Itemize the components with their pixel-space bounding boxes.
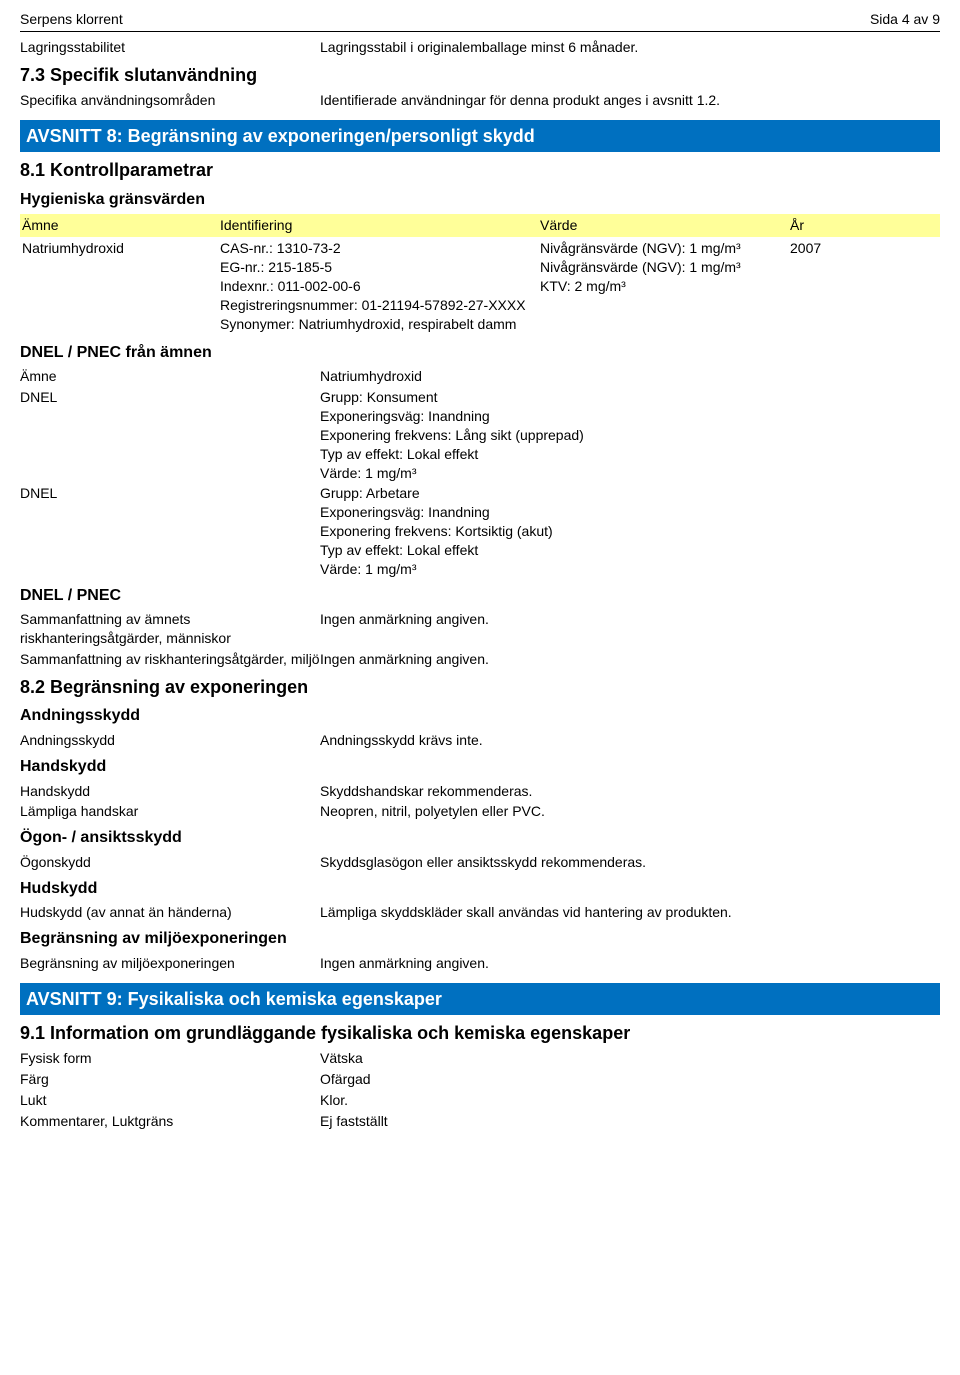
dnel-pnec-row: Sammanfattning av riskhanteringsåtgärder… bbox=[20, 650, 940, 669]
phys-row: Kommentarer, Luktgräns Ej fastställt bbox=[20, 1112, 940, 1131]
ogon-value: Skyddsglasögon eller ansiktsskydd rekomm… bbox=[320, 853, 940, 872]
andning-row: Andningsskydd Andningsskydd krävs inte. bbox=[20, 731, 940, 750]
ogon-label: Ögonskydd bbox=[20, 853, 320, 872]
dnel-pnec-heading: DNEL / PNEC bbox=[20, 585, 940, 607]
dnel-pnec-label: Sammanfattning av riskhanteringsåtgärder… bbox=[20, 650, 320, 669]
th-ident: Identifiering bbox=[220, 216, 540, 235]
hand-label: Handskydd bbox=[20, 782, 320, 801]
hud-label: Hudskydd (av annat än händerna) bbox=[20, 903, 320, 922]
dnel-from-heading: DNEL / PNEC från ämnen bbox=[20, 342, 940, 364]
use-area-value: Identifierade användningar för denna pro… bbox=[320, 91, 940, 110]
th-ar: År bbox=[790, 216, 940, 235]
dnel-label: DNEL bbox=[20, 484, 320, 503]
hud-row: Hudskydd (av annat än händerna) Lämpliga… bbox=[20, 903, 940, 922]
page-number: Sida 4 av 9 bbox=[870, 10, 940, 29]
heading-9-1: 9.1 Information om grundläggande fysikal… bbox=[20, 1021, 940, 1045]
hand-value: Neopren, nitril, polyetylen eller PVC. bbox=[320, 802, 940, 821]
limits-table-header: Ämne Identifiering Värde År bbox=[20, 214, 940, 237]
andning-heading: Andningsskydd bbox=[20, 705, 940, 727]
andning-label: Andningsskydd bbox=[20, 731, 320, 750]
andning-value: Andningsskydd krävs inte. bbox=[320, 731, 940, 750]
dnel-row: DNEL Grupp: Konsument Exponeringsväg: In… bbox=[20, 388, 940, 482]
dnel-value: Grupp: Arbetare Exponeringsväg: Inandnin… bbox=[320, 484, 940, 578]
dnel-label: Ämne bbox=[20, 367, 320, 386]
th-amne: Ämne bbox=[20, 216, 220, 235]
doc-title: Serpens klorrent bbox=[20, 10, 123, 29]
td-varde: Nivågränsvärde (NGV): 1 mg/m³ Nivågränsv… bbox=[540, 239, 790, 296]
section-9-banner: AVSNITT 9: Fysikaliska och kemiska egens… bbox=[20, 983, 940, 1015]
use-area-row: Specifika användningsområden Identifiera… bbox=[20, 91, 940, 110]
phys-label: Färg bbox=[20, 1070, 320, 1089]
dnel-value: Natriumhydroxid bbox=[320, 367, 940, 386]
td-amne: Natriumhydroxid bbox=[20, 239, 220, 258]
phys-label: Fysisk form bbox=[20, 1049, 320, 1068]
storage-value: Lagringsstabil i originalemballage minst… bbox=[320, 38, 940, 57]
dnel-row: Ämne Natriumhydroxid bbox=[20, 367, 940, 386]
hand-row: Lämpliga handskar Neopren, nitril, polye… bbox=[20, 802, 940, 821]
phys-value: Vätska bbox=[320, 1049, 940, 1068]
phys-value: Ofärgad bbox=[320, 1070, 940, 1089]
th-varde: Värde bbox=[540, 216, 790, 235]
dnel-value: Grupp: Konsument Exponeringsväg: Inandni… bbox=[320, 388, 940, 482]
td-ar: 2007 bbox=[790, 239, 940, 258]
heading-8-1: 8.1 Kontrollparametrar bbox=[20, 158, 940, 182]
storage-label: Lagringsstabilitet bbox=[20, 38, 320, 57]
dnel-pnec-label: Sammanfattning av ämnets riskhanteringså… bbox=[20, 610, 320, 648]
hand-row: Handskydd Skyddshandskar rekommenderas. bbox=[20, 782, 940, 801]
phys-value: Ej fastställt bbox=[320, 1112, 940, 1131]
storage-row: Lagringsstabilitet Lagringsstabil i orig… bbox=[20, 38, 940, 57]
phys-label: Kommentarer, Luktgräns bbox=[20, 1112, 320, 1131]
td-ident: CAS-nr.: 1310-73-2 EG-nr.: 215-185-5 Ind… bbox=[220, 239, 540, 333]
ogon-heading: Ögon- / ansiktsskydd bbox=[20, 827, 940, 849]
hud-heading: Hudskydd bbox=[20, 878, 940, 900]
hygien-heading: Hygieniska gränsvärden bbox=[20, 189, 940, 211]
dnel-pnec-row: Sammanfattning av ämnets riskhanteringså… bbox=[20, 610, 940, 648]
section-8-banner: AVSNITT 8: Begränsning av exponeringen/p… bbox=[20, 120, 940, 152]
phys-row: Lukt Klor. bbox=[20, 1091, 940, 1110]
dnel-label: DNEL bbox=[20, 388, 320, 407]
miljo-heading: Begränsning av miljöexponeringen bbox=[20, 928, 940, 950]
dnel-pnec-value: Ingen anmärkning angiven. bbox=[320, 610, 940, 629]
dnel-row: DNEL Grupp: Arbetare Exponeringsväg: Ina… bbox=[20, 484, 940, 578]
phys-row: Fysisk form Vätska bbox=[20, 1049, 940, 1068]
ogon-row: Ögonskydd Skyddsglasögon eller ansiktssk… bbox=[20, 853, 940, 872]
heading-8-2: 8.2 Begränsning av exponeringen bbox=[20, 675, 940, 699]
miljo-label: Begränsning av miljöexponeringen bbox=[20, 954, 320, 973]
miljo-row: Begränsning av miljöexponeringen Ingen a… bbox=[20, 954, 940, 973]
hud-value: Lämpliga skyddskläder skall användas vid… bbox=[320, 903, 940, 922]
phys-row: Färg Ofärgad bbox=[20, 1070, 940, 1089]
hand-label: Lämpliga handskar bbox=[20, 802, 320, 821]
page-header: Serpens klorrent Sida 4 av 9 bbox=[20, 10, 940, 32]
heading-7-3: 7.3 Specifik slutanvändning bbox=[20, 63, 940, 87]
phys-value: Klor. bbox=[320, 1091, 940, 1110]
hand-heading: Handskydd bbox=[20, 756, 940, 778]
phys-label: Lukt bbox=[20, 1091, 320, 1110]
hand-value: Skyddshandskar rekommenderas. bbox=[320, 782, 940, 801]
use-area-label: Specifika användningsområden bbox=[20, 91, 320, 110]
miljo-value: Ingen anmärkning angiven. bbox=[320, 954, 940, 973]
limits-table-row: Natriumhydroxid CAS-nr.: 1310-73-2 EG-nr… bbox=[20, 237, 940, 335]
dnel-pnec-value: Ingen anmärkning angiven. bbox=[320, 650, 940, 669]
